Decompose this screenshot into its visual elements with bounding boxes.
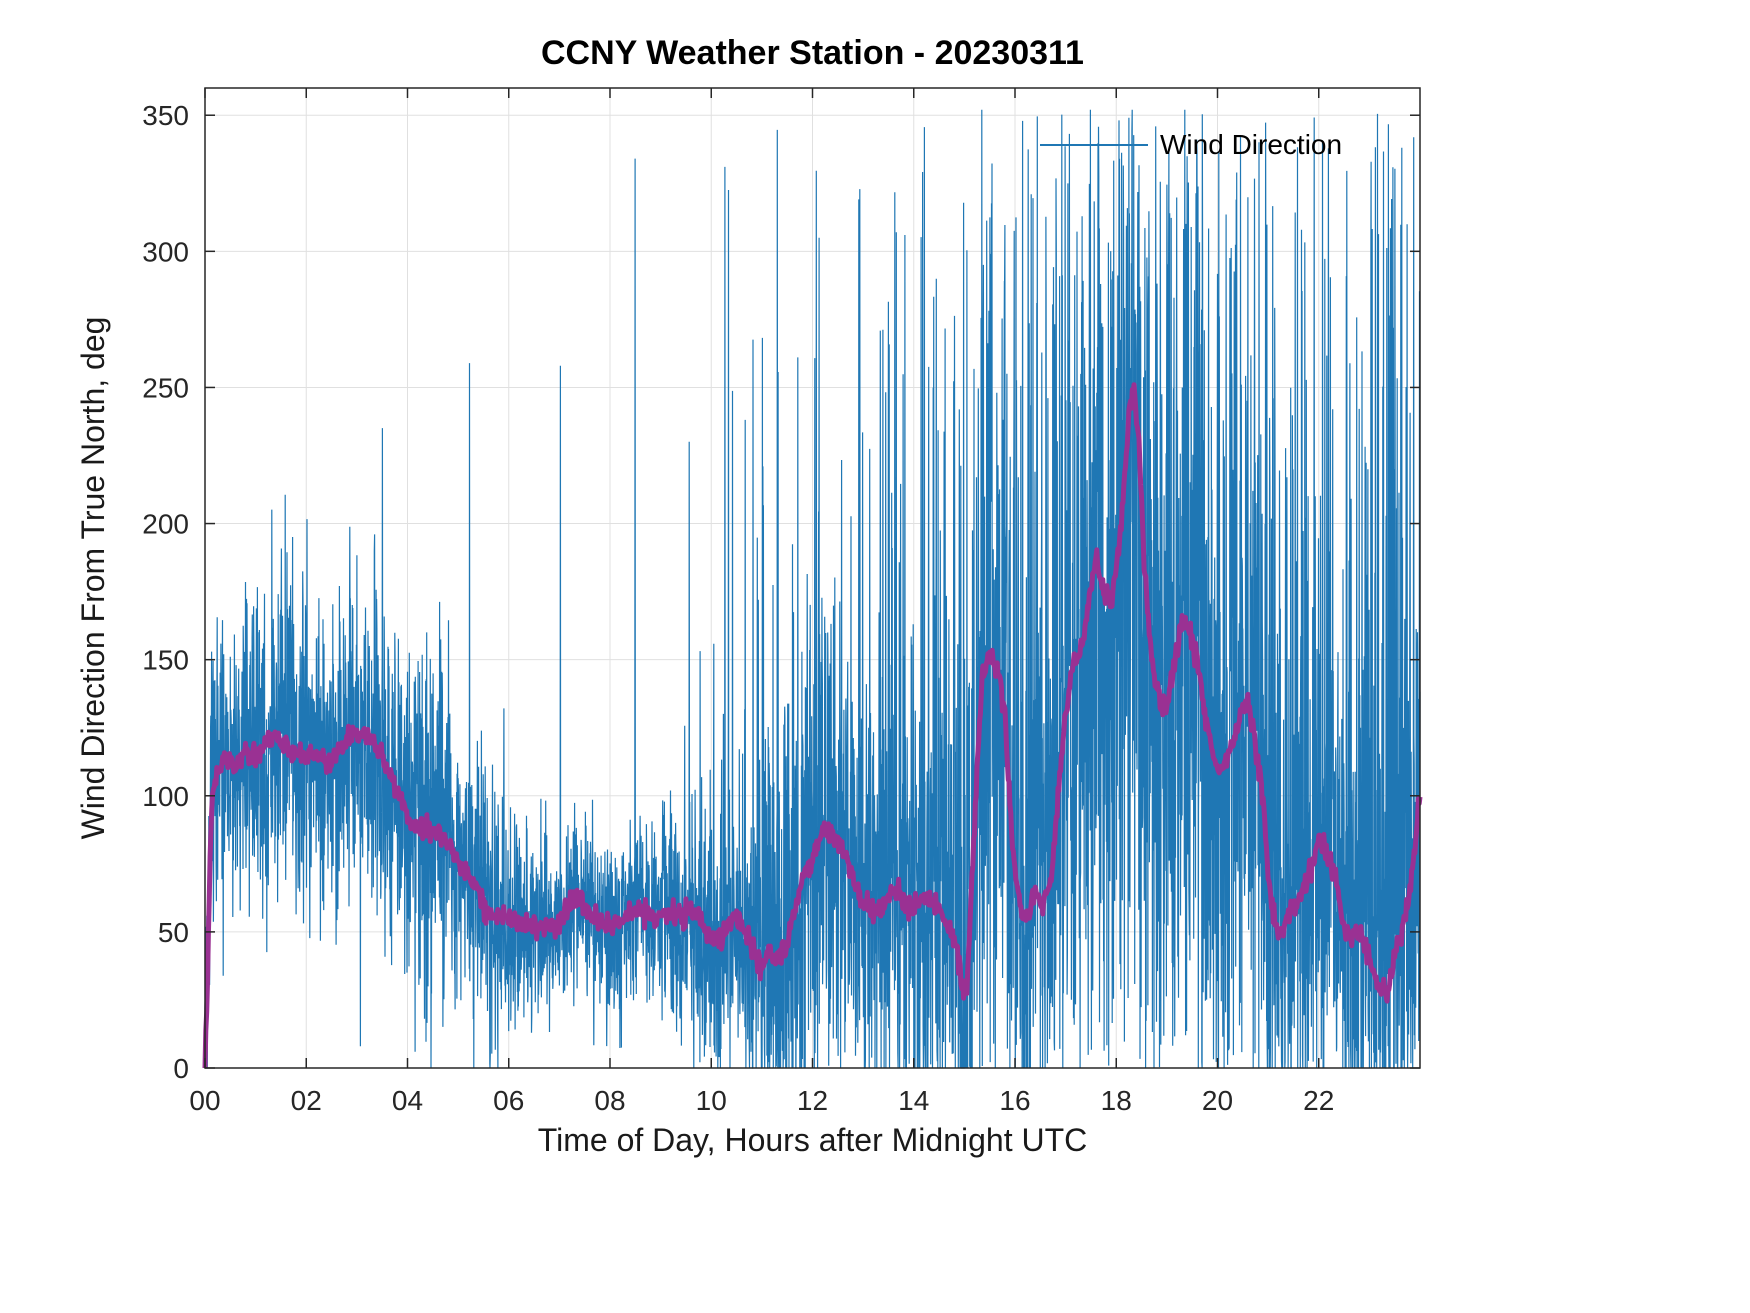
y-tick-label: 300 [142,236,189,267]
chart-title: CCNY Weather Station - 20230311 [541,34,1084,72]
legend: Wind Direction [1038,128,1342,162]
x-axis-label: Time of Day, Hours after Midnight UTC [537,1122,1088,1158]
x-tick-label: 18 [1101,1085,1132,1116]
x-tick-label: 00 [189,1085,220,1116]
x-tick-label: 08 [594,1085,625,1116]
y-tick-label: 50 [158,917,189,948]
y-tick-label: 350 [142,100,189,131]
x-tick-label: 02 [291,1085,322,1116]
x-tick-label: 10 [696,1085,727,1116]
legend-line-sample [1040,144,1148,146]
y-tick-label: 0 [173,1053,189,1084]
x-tick-label: 14 [898,1085,929,1116]
x-tick-label: 16 [999,1085,1030,1116]
y-tick-label: 200 [142,509,189,540]
x-tick-label: 06 [493,1085,524,1116]
x-tick-label: 12 [797,1085,828,1116]
raw-series-line [204,109,1421,1069]
smoothed-series-line [202,382,1423,1069]
y-tick-label: 150 [142,645,189,676]
x-tick-label: 04 [392,1085,423,1116]
legend-label: Wind Direction [1160,129,1343,160]
x-tick-label: 20 [1202,1085,1233,1116]
y-tick-label: 250 [142,372,189,403]
x-tick-label: 22 [1303,1085,1334,1116]
y-tick-label: 100 [142,781,189,812]
